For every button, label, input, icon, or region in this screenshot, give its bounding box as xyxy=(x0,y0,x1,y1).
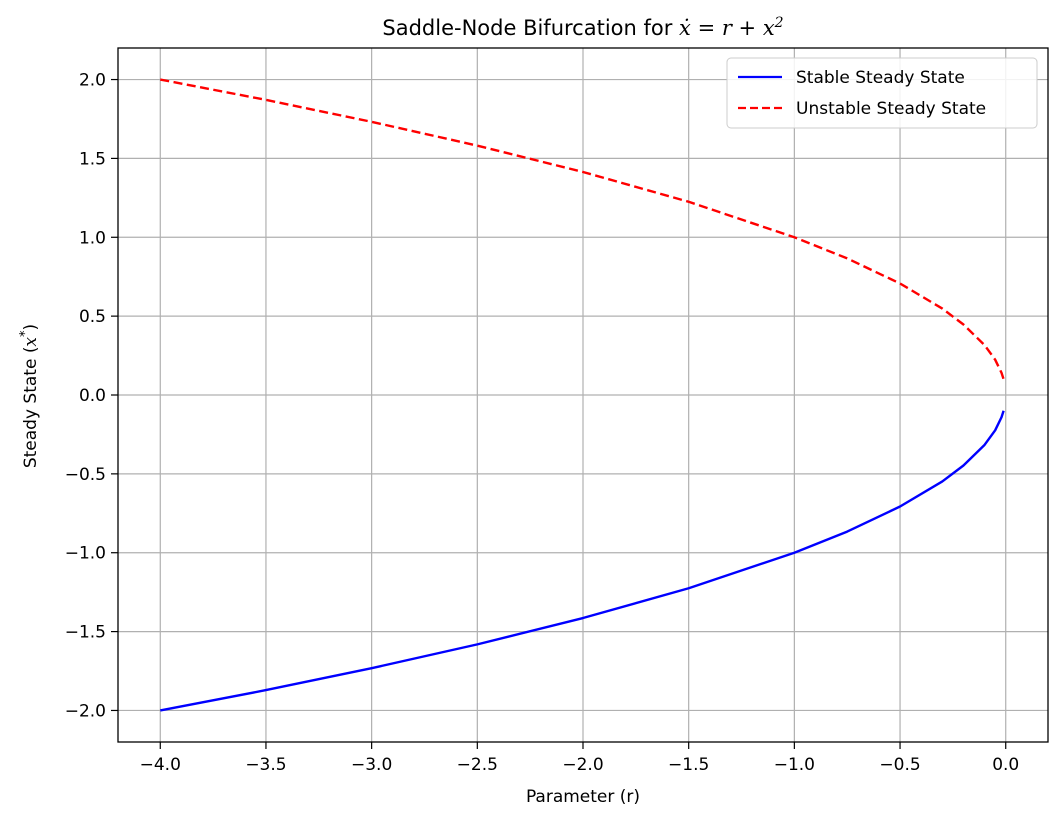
x-tick-label: −1.0 xyxy=(774,755,815,775)
y-tick-label: −2.0 xyxy=(65,701,106,721)
x-axis: −4.0 −3.5 −3.0 −2.5 −2.0 −1.5 −1.0 −0.5 0.0 xyxy=(140,742,1019,775)
x-tick-label: −3.0 xyxy=(351,755,392,775)
x-tick-label: −0.5 xyxy=(879,755,920,775)
x-axis-label: Parameter (r) xyxy=(526,787,640,807)
legend-label-stable: Stable Steady State xyxy=(796,68,965,88)
x-tick-label: −1.5 xyxy=(668,755,709,775)
y-tick-label: 1.5 xyxy=(79,149,106,169)
legend: Stable Steady State Unstable Steady Stat… xyxy=(726,57,1038,129)
y-tick-label: −0.5 xyxy=(65,465,106,485)
y-axis: −2.0 −1.5 −1.0 −0.5 0.0 0.5 1.0 1.5 2.0 xyxy=(65,71,118,721)
stable-series-line xyxy=(160,410,1005,712)
x-tick-label: −4.0 xyxy=(140,755,181,775)
x-tick-label: −2.0 xyxy=(562,755,603,775)
chart-title: Saddle-Node Bifurcation for ẋ = r + x2 xyxy=(382,15,783,40)
y-tick-label: 2.0 xyxy=(79,71,106,91)
y-tick-label: 0.5 xyxy=(79,307,106,327)
y-tick-label: −1.0 xyxy=(65,544,106,564)
x-tick-label: 0.0 xyxy=(992,755,1019,775)
y-tick-label: 1.0 xyxy=(79,228,106,248)
legend-box xyxy=(726,57,1038,129)
grid xyxy=(118,48,1048,742)
y-axis-label: Steady State (x*) xyxy=(18,324,41,468)
legend-label-unstable: Unstable Steady State xyxy=(796,99,986,119)
x-tick-label: −3.5 xyxy=(245,755,286,775)
y-tick-label: −1.5 xyxy=(65,623,106,643)
unstable-series-line xyxy=(160,78,1005,380)
series-lines xyxy=(160,78,1005,712)
x-tick-label: −2.5 xyxy=(457,755,498,775)
y-tick-label: 0.0 xyxy=(79,386,106,406)
